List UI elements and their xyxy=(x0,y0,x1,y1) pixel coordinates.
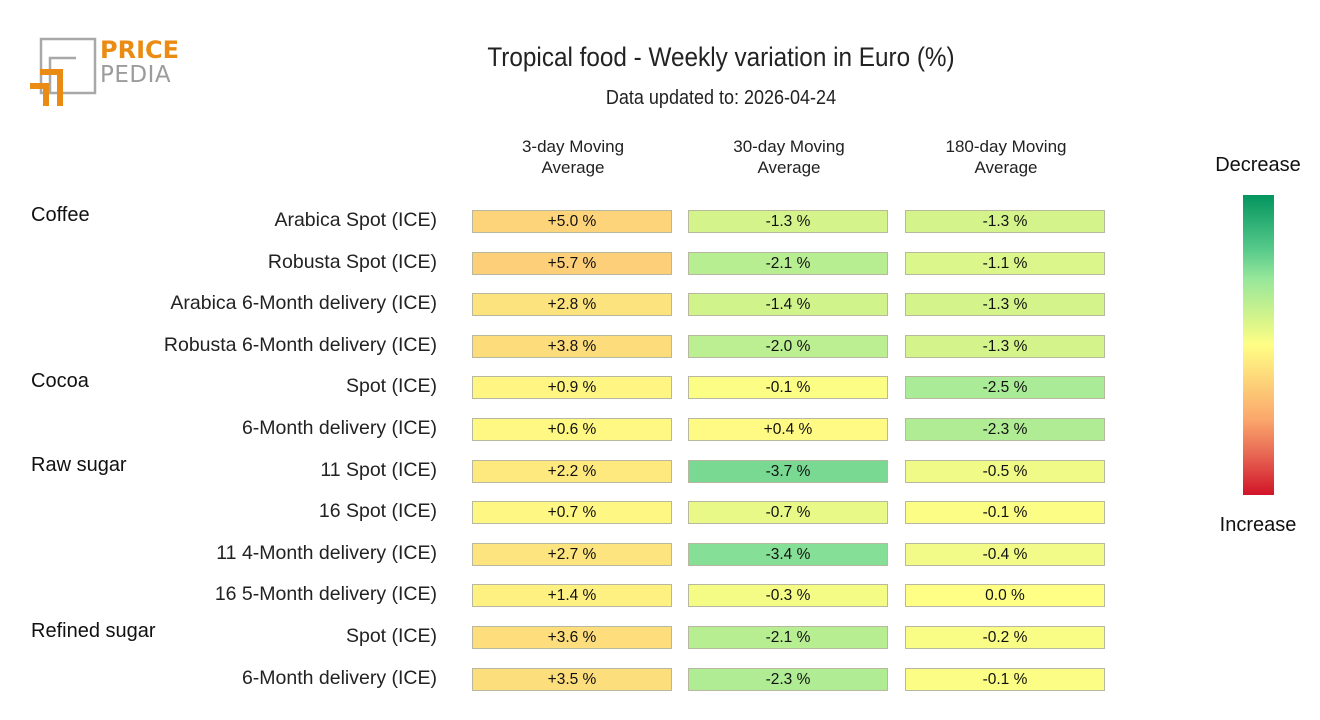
column-header-line1: 3-day Moving xyxy=(521,137,625,156)
row-label: 16 Spot (ICE) xyxy=(318,500,437,523)
heatmap-cell: -0.3 % xyxy=(688,584,888,608)
column-header-30day: 30-day Moving Average xyxy=(688,136,890,178)
heatmap-cell: -2.5 % xyxy=(905,376,1105,400)
legend-increase-label: Increase xyxy=(1219,514,1297,536)
heatmap-cell: +0.9 % xyxy=(472,376,672,400)
row-label: 11 Spot (ICE) xyxy=(320,458,437,481)
row-label: 11 4-Month delivery (ICE) xyxy=(216,541,437,564)
heatmap-cell: +0.7 % xyxy=(472,501,672,525)
heatmap-cell: -2.3 % xyxy=(905,418,1105,441)
heatmap-cell: +3.5 % xyxy=(472,667,672,691)
heatmap-cell: -1.3 % xyxy=(905,334,1105,358)
heatmap-cell: -2.3 % xyxy=(688,667,888,691)
heatmap-cell: -2.1 % xyxy=(688,251,888,275)
heatmap-cell: +0.4 % xyxy=(688,418,888,441)
column-header-line2: Average xyxy=(541,158,605,177)
heatmap-cell: -0.2 % xyxy=(905,626,1105,649)
group-label: Cocoa xyxy=(31,370,89,393)
heatmap-cell: +2.7 % xyxy=(472,542,672,566)
row-label: Robusta Spot (ICE) xyxy=(267,250,437,273)
heatmap-cell: -3.4 % xyxy=(688,542,888,566)
row-label: Spot (ICE) xyxy=(345,375,437,398)
heatmap-cell: +5.7 % xyxy=(472,251,672,275)
chart-subtitle: Data updated to: 2026-04-24 xyxy=(605,87,837,109)
row-label: 6-Month delivery (ICE) xyxy=(241,417,437,439)
heatmap-cell: +3.6 % xyxy=(472,626,672,649)
column-header-line1: 30-day Moving xyxy=(733,137,845,156)
logo-text-pedia: PEDIA xyxy=(100,62,172,88)
heatmap-cell: -0.1 % xyxy=(905,667,1105,691)
column-header-line1: 180-day Moving xyxy=(945,137,1067,156)
logo-mark-icon xyxy=(30,37,97,106)
heatmap-cell: -0.7 % xyxy=(688,501,888,525)
group-label: Coffee xyxy=(31,204,90,226)
heatmap-cell: -1.3 % xyxy=(688,210,888,233)
heatmap-cell: -0.4 % xyxy=(905,542,1105,566)
heatmap-cell: +0.6 % xyxy=(472,418,672,441)
column-header-3day: 3-day Moving Average xyxy=(472,136,674,178)
column-header-line2: Average xyxy=(757,158,821,177)
row-label: Arabica Spot (ICE) xyxy=(274,209,437,231)
group-label: Raw sugar xyxy=(31,453,127,476)
column-header-180day: 180-day Moving Average xyxy=(905,136,1107,178)
heatmap-cell: -0.1 % xyxy=(688,376,888,400)
heatmap-cell: -2.0 % xyxy=(688,334,888,358)
heatmap-cell: -0.5 % xyxy=(905,459,1105,483)
chart-title: Tropical food - Weekly variation in Euro… xyxy=(487,42,955,72)
heatmap-cell: -2.1 % xyxy=(688,626,888,649)
heatmap-cell: -1.3 % xyxy=(905,293,1105,317)
heatmap-cell: +2.2 % xyxy=(472,459,672,483)
row-label: 16 5-Month delivery (ICE) xyxy=(214,583,437,606)
heatmap-cell: -0.1 % xyxy=(905,501,1105,525)
logo-text-price: PRICE xyxy=(100,36,180,64)
row-label: 6-Month delivery (ICE) xyxy=(241,666,437,689)
group-label: Refined sugar xyxy=(31,620,156,642)
color-scale-bar xyxy=(1243,195,1274,495)
heatmap-cell: +1.4 % xyxy=(472,584,672,608)
column-header-line2: Average xyxy=(974,158,1038,177)
heatmap-cell: -1.1 % xyxy=(905,251,1105,275)
heatmap-cell: 0.0 % xyxy=(905,584,1105,608)
heatmap-cell: +5.0 % xyxy=(472,210,672,233)
row-label: Robusta 6-Month delivery (ICE) xyxy=(163,333,437,356)
heatmap-cell: -1.3 % xyxy=(905,210,1105,233)
heatmap-cell: -1.4 % xyxy=(688,293,888,317)
heatmap-cell: +2.8 % xyxy=(472,293,672,317)
row-label: Arabica 6-Month delivery (ICE) xyxy=(170,292,437,315)
heatmap-cell: +3.8 % xyxy=(472,334,672,358)
heatmap-cell: -3.7 % xyxy=(688,459,888,483)
legend-decrease-label: Decrease xyxy=(1215,154,1301,176)
row-label: Spot (ICE) xyxy=(345,625,437,647)
pricepedia-logo: PRICE PEDIA xyxy=(28,36,188,112)
